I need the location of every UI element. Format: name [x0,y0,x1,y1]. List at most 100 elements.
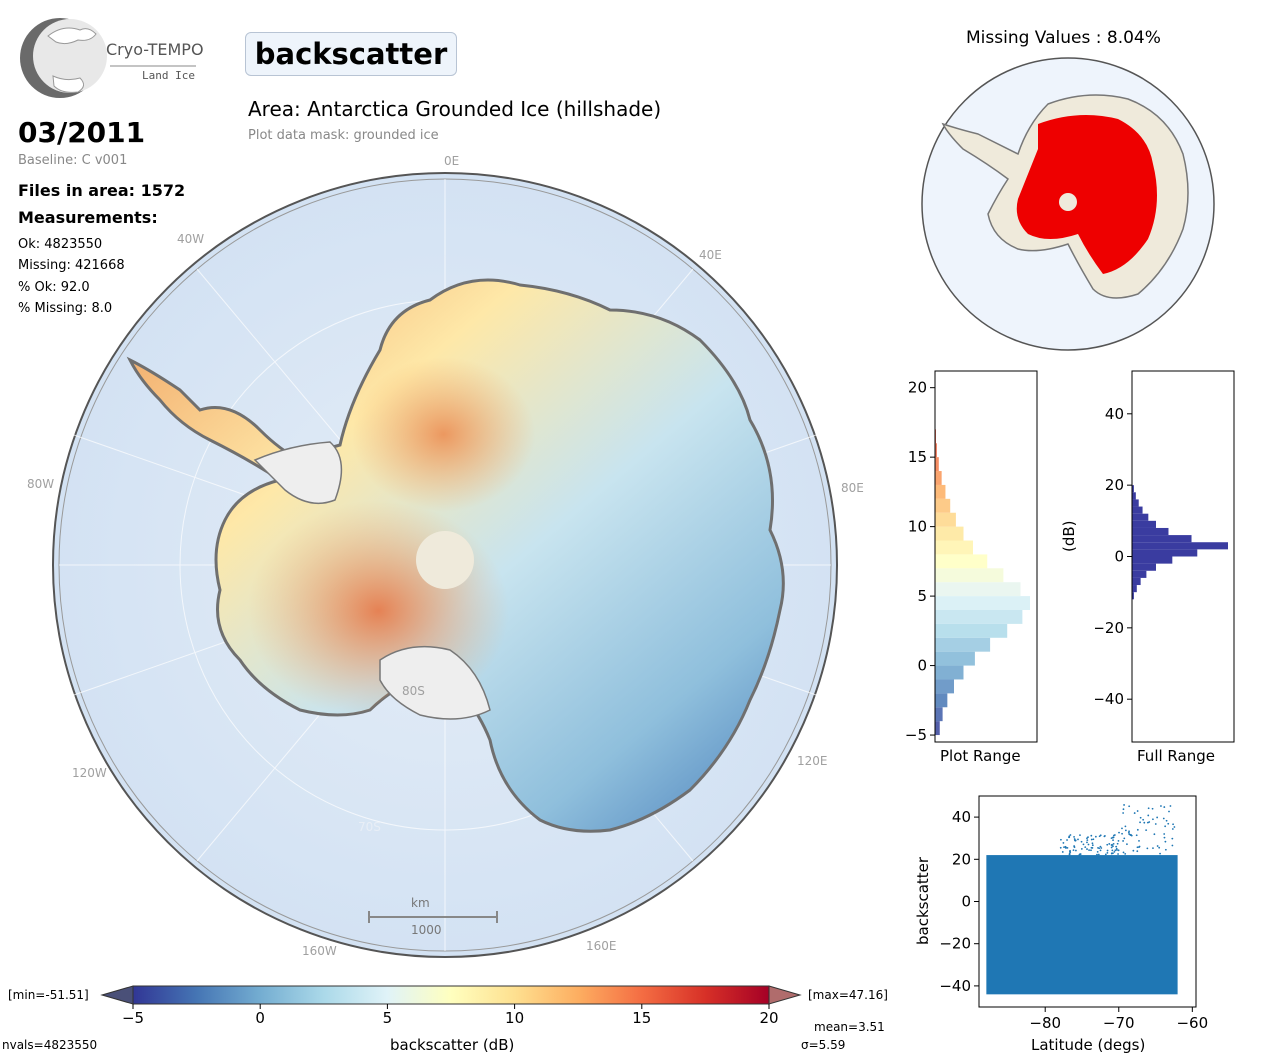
full-range-bar [1132,577,1141,586]
scatter-x-tick-label: −80 [1029,1014,1061,1032]
scatter-point [1115,847,1118,850]
scatter-point [1074,839,1077,842]
lon-label-160w: 160W [302,944,337,958]
scatter-point [1106,849,1109,852]
scatter-point [1151,807,1154,810]
full-range-bar [1132,535,1192,543]
scatter-point [1063,846,1065,849]
plot-range-tick-label: −5 [905,726,927,744]
scatter-x-tick-label: −60 [1176,1014,1208,1032]
sigma-label: σ=5.59 [801,1038,846,1052]
plot-range-bar [935,540,973,555]
scatter-point [1128,805,1131,808]
scatter-point [1171,844,1174,847]
colorbar-max-extend [768,985,802,1005]
full-range-bar [1132,542,1228,550]
scatter-point [1096,853,1098,856]
colorbar-label: backscatter (dB) [390,1036,515,1054]
colorbar-tick-label: 0 [255,1009,265,1024]
scatter-point [1172,823,1174,826]
files-count: Files in area: 1572 [18,181,186,200]
scatter-point [1146,821,1149,824]
scatter-point [1092,838,1095,841]
scatter-point [1145,829,1148,832]
scatter-point [1164,848,1167,851]
scatter-point [1132,849,1135,852]
scatter-point [1110,846,1113,849]
measurements-heading: Measurements: [18,208,158,227]
missing-values-map [921,57,1215,351]
scatter-point [1111,836,1114,839]
scatter-point [1077,838,1079,841]
scalebar [368,916,498,918]
lon-label-0e: 0E [444,154,460,168]
scatter-point [1069,834,1072,836]
scatter-point [1162,817,1165,820]
scatter-point [1080,840,1083,843]
stat-ok: Ok: 4823550 [18,237,103,252]
scatter-point [1142,818,1145,821]
missing-map-title: Missing Values : 8.04% [966,28,1161,48]
logo-name: Cryo-TEMPO [106,40,204,59]
scatter-point [1133,812,1136,814]
scatter-xlabel: Latitude (degs) [1031,1036,1146,1054]
scatter-point [1122,851,1125,854]
colorbar-tick-label: 5 [383,1009,393,1024]
scatter-point [1099,845,1102,848]
plot-range-bar [935,498,951,513]
scatter-point [1106,843,1109,846]
scatter-point [1112,842,1115,845]
scatter-point [1126,843,1128,846]
plot-range-bar [935,582,1021,597]
scatter-point [1159,852,1161,855]
scalebar-unit: km [411,896,430,910]
scatter-point [1118,831,1120,834]
colorbar-tick-label: 20 [759,1009,778,1024]
colorbar-gradient [132,985,770,1005]
scatter-point [1094,835,1097,838]
stat-pct-missing: % Missing: 8.0 [18,301,113,316]
scatter-point [1152,847,1154,850]
scatter-point [1091,842,1094,845]
scatter-point [1156,816,1159,819]
scatter-point [1122,808,1125,811]
plot-range-tick-label: 20 [908,379,927,397]
plot-range-xlabel: Plot Range [940,747,1021,765]
plot-range-bar [935,623,1008,638]
logo-icon [20,18,196,98]
scatter-point [1156,845,1159,847]
scatter-point [1136,810,1139,812]
nvals-label: nvals=4823550 [2,1038,98,1052]
scatter-y-tick-label: 0 [961,893,971,911]
full-range-ylabel: (dB) [1060,520,1078,552]
plot-range-bar [935,679,954,694]
scatter-point [1078,854,1081,856]
scatter-point [1106,851,1109,854]
colorbar-min-label: [min=-51.51] [8,988,89,1002]
plot-range-tick-label: 0 [917,657,927,675]
full-range-bar [1132,585,1137,593]
full-range-histogram: 40 20 0 −20 −40 [1095,370,1235,743]
full-range-tick-label: 0 [1114,548,1124,566]
scatter-point [1163,833,1166,835]
scatter-point [1080,848,1083,850]
scatter-point [1069,849,1071,852]
scatter-point [1099,834,1102,837]
full-range-bar [1132,527,1169,536]
mask-note: Plot data mask: grounded ice [248,128,439,143]
plot-range-histogram: 20 15 10 5 0 −5 [905,370,1038,744]
cryo-tempo-logo: Cryo-TEMPO Land Ice [18,16,208,100]
scatter-point [1090,849,1092,852]
scatter-point [1079,834,1081,837]
scatter-point [1167,822,1170,825]
plot-range-tick-label: 5 [917,587,927,605]
stat-pct-ok: % Ok: 92.0 [18,280,90,295]
full-range-bar [1132,506,1143,514]
scatter-point [1158,846,1161,849]
plot-range-bar [935,609,1023,624]
scatter-point [1113,851,1116,853]
scatter-point [1066,839,1068,841]
colorbar: −5 0 5 10 15 20 [100,985,802,1024]
scatter-point [1128,830,1130,833]
scatter-point [1163,806,1166,808]
